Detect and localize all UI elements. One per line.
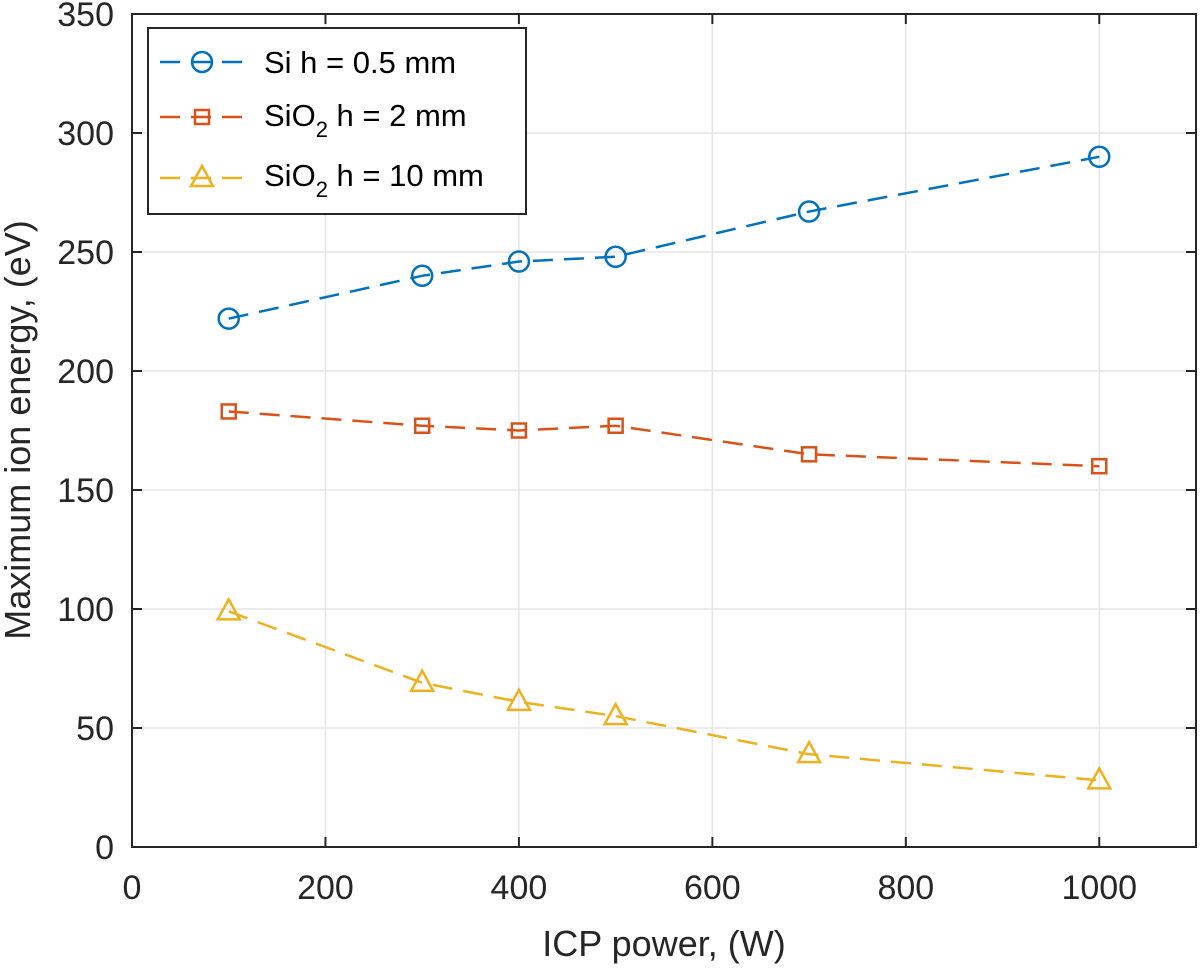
x-tick-label: 1000 (1061, 869, 1137, 907)
x-tick-label: 400 (491, 869, 548, 907)
x-tick-label: 0 (123, 869, 142, 907)
x-tick-label: 800 (877, 869, 934, 907)
x-tick-label: 600 (684, 869, 741, 907)
data-point-circle (217, 307, 240, 330)
data-point-square (607, 417, 624, 434)
data-point-square (1091, 457, 1108, 475)
y-tick-label: 300 (57, 115, 114, 153)
data-point-circle (1088, 145, 1111, 169)
data-point-square (510, 422, 528, 439)
legend-label-rest: h = 10 mm (328, 158, 484, 193)
legend-label-subscript: 2 (316, 117, 328, 142)
series-group (215, 145, 1113, 790)
legend-marker-square (193, 108, 211, 126)
legend-label-sio2-10mm: SiO2 h = 10 mm (264, 158, 484, 202)
axis-ticks (131, 13, 1196, 848)
data-point-circle (604, 245, 627, 269)
plot-area-frame (131, 13, 1197, 848)
legend-entry-sio2-2mm: SiO2 h = 2 mm (160, 98, 467, 142)
legend-marker-triangle (188, 163, 216, 188)
series-line (228, 410, 1100, 468)
series-line (228, 610, 1100, 782)
data-point-triangle (409, 668, 436, 693)
data-point-circle (797, 200, 821, 223)
data-point-triangle (1086, 765, 1113, 790)
legend-entry-sio2-10mm: SiO2 h = 10 mm (160, 158, 484, 202)
series-3 (215, 596, 1113, 790)
data-point-square (800, 446, 818, 463)
x-tick-label: 200 (297, 869, 354, 907)
x-tick-labels: 0 200 400 600 800 1000 (123, 869, 1138, 907)
y-tick-label: 100 (57, 591, 114, 629)
y-tick-label: 200 (57, 353, 114, 391)
y-tick-label: 50 (76, 710, 114, 748)
y-tick-label: 250 (57, 234, 114, 272)
legend-label-subscript: 2 (316, 177, 328, 202)
y-tick-labels: 0 50 100 150 200 250 300 350 (57, 0, 114, 867)
y-axis-label: Maximum ion energy, (eV) (0, 220, 38, 639)
data-point-circle (410, 264, 434, 288)
legend-label-sio2-2mm: SiO2 h = 2 mm (264, 98, 467, 142)
data-point-triangle (602, 701, 629, 726)
data-point-square (220, 403, 237, 420)
y-tick-label: 350 (57, 0, 114, 34)
data-point-circle (507, 250, 531, 273)
data-point-triangle (215, 596, 242, 621)
legend: Si h = 0.5 mm SiO2 h = 2 mm SiO2 h = 10 … (147, 27, 527, 215)
x-axis-label: ICP power, (W) (542, 923, 785, 964)
data-point-triangle (795, 739, 823, 764)
data-point-square (413, 417, 431, 434)
series-1 (217, 145, 1111, 330)
y-tick-label: 0 (95, 829, 114, 867)
legend-label-rest: h = 2 mm (328, 98, 467, 133)
legend-label-si: Si h = 0.5 mm (264, 45, 456, 80)
y-tick-label: 150 (57, 472, 114, 510)
legend-entry-si-0-5mm: Si h = 0.5 mm (160, 45, 456, 80)
legend-label-main: SiO (264, 158, 316, 193)
legend-label-main: SiO (264, 98, 316, 133)
series-2 (220, 403, 1108, 475)
legend-marker-circle (190, 50, 214, 74)
data-point-triangle (505, 687, 533, 712)
series-line (228, 155, 1100, 320)
legend-label-main: Si h = 0.5 mm (264, 45, 456, 80)
